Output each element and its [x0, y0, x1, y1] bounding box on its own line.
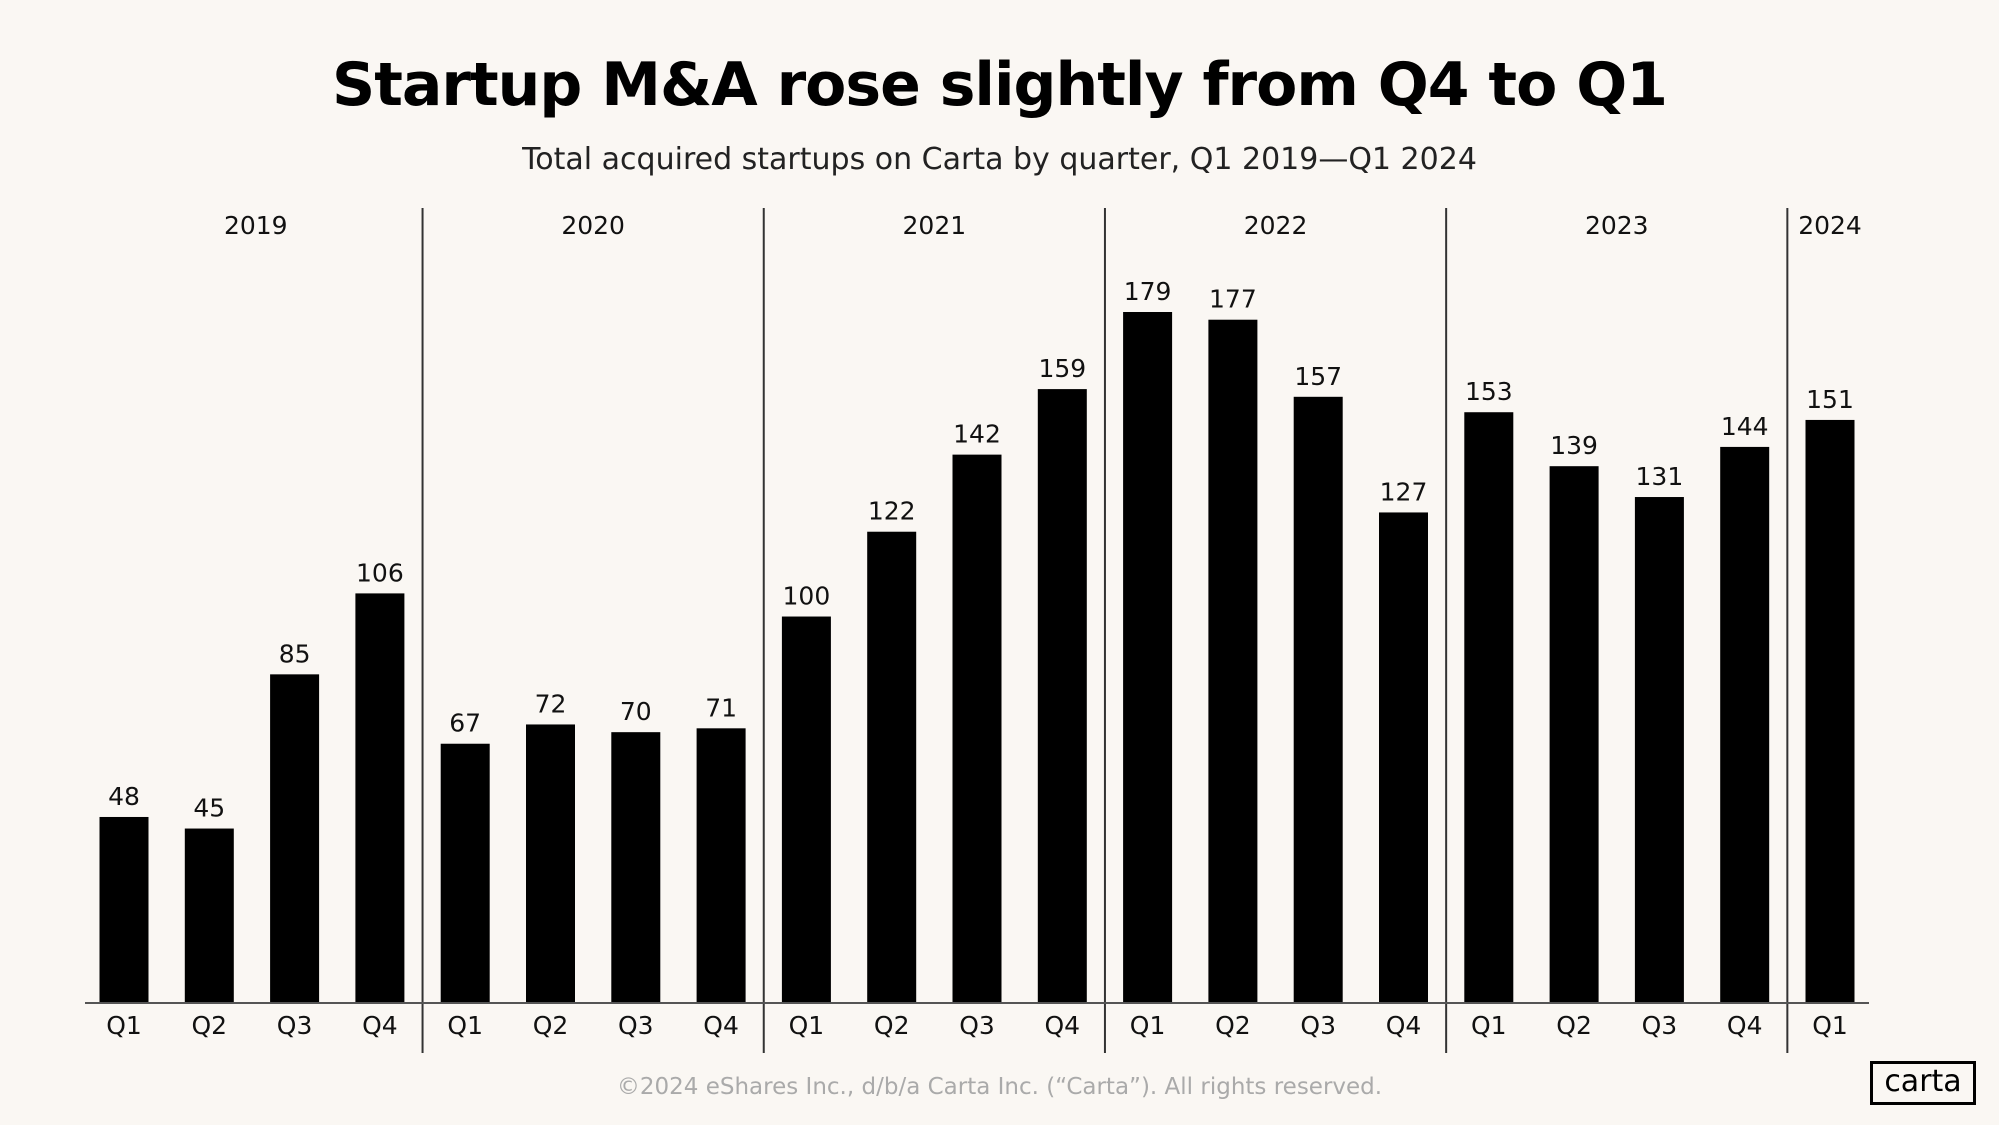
- year-label: 2021: [903, 211, 967, 240]
- bar-2023-Q2: [1549, 466, 1599, 1002]
- x-tick-label: Q2: [192, 1011, 228, 1040]
- data-label: 72: [535, 689, 567, 718]
- data-label: 177: [1209, 285, 1257, 314]
- x-tick-label: Q1: [1471, 1011, 1507, 1040]
- x-tick-label: Q4: [1386, 1011, 1422, 1040]
- chart-title: Startup M&A rose slightly from Q4 to Q1: [332, 50, 1668, 120]
- year-label: 2019: [224, 211, 288, 240]
- data-label: 153: [1465, 377, 1513, 406]
- bar-2020-Q1: [440, 743, 490, 1002]
- x-tick-label: Q2: [874, 1011, 910, 1040]
- data-label: 85: [279, 639, 311, 668]
- bar-2023-Q1: [1464, 412, 1514, 1002]
- bar-2020-Q2: [526, 724, 575, 1002]
- data-label: 45: [193, 794, 225, 823]
- bar-2020-Q3: [611, 732, 661, 1002]
- data-label: 142: [953, 420, 1001, 449]
- data-label: 151: [1806, 385, 1854, 414]
- x-tick-label: Q3: [1642, 1011, 1678, 1040]
- data-label: 122: [868, 497, 916, 526]
- x-tick-label: Q1: [789, 1011, 825, 1040]
- bar-2022-Q3: [1293, 396, 1343, 1003]
- data-label: 106: [356, 558, 404, 587]
- year-label: 2022: [1244, 211, 1308, 240]
- x-tick-label: Q2: [1556, 1011, 1592, 1040]
- x-tick-label: Q1: [106, 1011, 142, 1040]
- carta-logo: carta: [1870, 1061, 1976, 1105]
- x-tick-label: Q4: [703, 1011, 739, 1040]
- data-label: 100: [783, 582, 831, 611]
- data-label: 71: [705, 693, 737, 722]
- copyright-footer: ©2024 eShares Inc., d/b/a Carta Inc. (“C…: [616, 1074, 1383, 1100]
- bar-2021-Q4: [1037, 389, 1087, 1002]
- bar-2022-Q4: [1379, 512, 1428, 1002]
- x-tick-label: Q1: [1812, 1011, 1848, 1040]
- x-tick-label: Q1: [1130, 1011, 1166, 1040]
- bar-2021-Q3: [952, 454, 1002, 1002]
- year-label: 2020: [561, 211, 625, 240]
- data-label: 127: [1380, 477, 1428, 506]
- bar-2023-Q3: [1634, 497, 1684, 1002]
- bar-2024-Q1: [1805, 419, 1855, 1002]
- data-label: 157: [1294, 362, 1342, 391]
- data-label: 48: [108, 782, 140, 811]
- bar-2021-Q1: [781, 616, 831, 1002]
- bar-2019-Q4: [355, 593, 405, 1002]
- x-tick-label: Q3: [618, 1011, 654, 1040]
- x-tick-label: Q3: [277, 1011, 313, 1040]
- bar-2022-Q2: [1208, 319, 1258, 1003]
- data-label: 131: [1636, 462, 1684, 491]
- bar-2019-Q2: [184, 828, 234, 1002]
- bar-2021-Q2: [867, 531, 917, 1002]
- year-label: 2024: [1798, 211, 1862, 240]
- x-tick-label: Q1: [447, 1011, 483, 1040]
- x-tick-label: Q3: [959, 1011, 995, 1040]
- chart-subtitle: Total acquired startups on Carta by quar…: [522, 142, 1477, 177]
- x-tick-label: Q4: [1045, 1011, 1081, 1040]
- data-label: 67: [449, 709, 481, 738]
- bar-2020-Q4: [696, 728, 746, 1002]
- year-label: 2023: [1585, 211, 1649, 240]
- data-label: 159: [1038, 354, 1086, 383]
- data-label: 144: [1721, 412, 1769, 441]
- x-tick-label: Q2: [1215, 1011, 1251, 1040]
- data-label: 70: [620, 697, 652, 726]
- x-tick-label: Q4: [1727, 1011, 1763, 1040]
- bar-2019-Q1: [99, 816, 149, 1002]
- x-tick-label: Q3: [1300, 1011, 1336, 1040]
- data-label: 139: [1550, 431, 1598, 460]
- bar-2023-Q4: [1720, 446, 1770, 1002]
- x-tick-label: Q4: [362, 1011, 398, 1040]
- x-tick-label: Q2: [533, 1011, 569, 1040]
- bar-2019-Q3: [270, 674, 320, 1002]
- bar-2022-Q1: [1123, 312, 1173, 1002]
- data-label: 179: [1124, 277, 1172, 306]
